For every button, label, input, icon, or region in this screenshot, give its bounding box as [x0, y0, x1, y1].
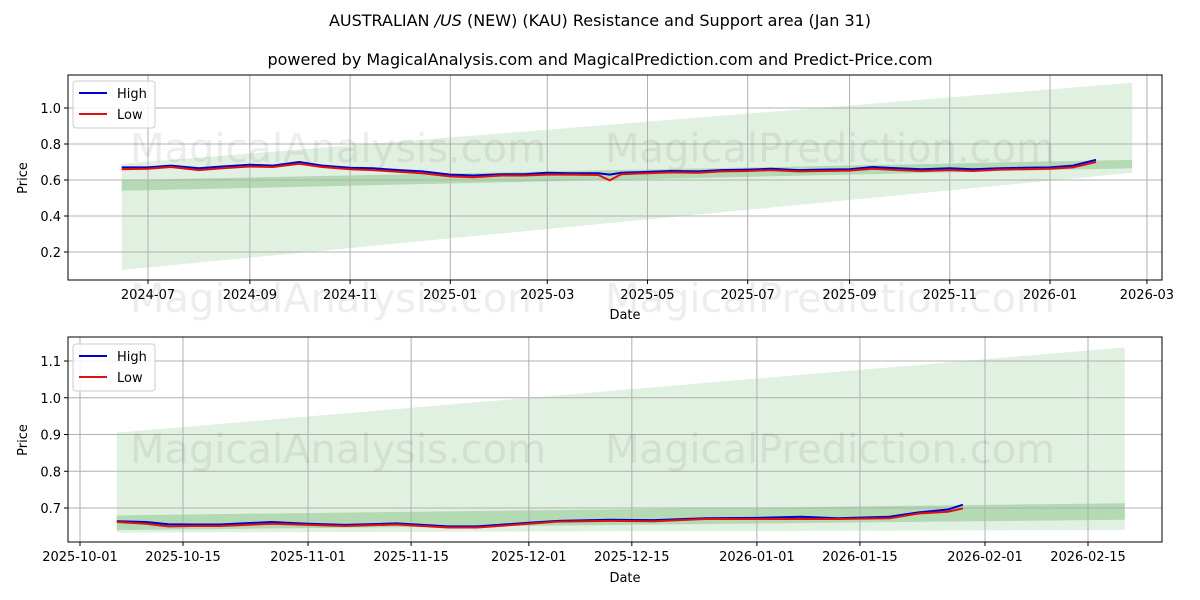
bottom-axes-frame: [67, 336, 1163, 543]
legend-high-label: High: [117, 87, 147, 102]
y-tick-label: 0.8: [40, 465, 61, 480]
title-post: (NEW) (KAU) Resistance and Support area …: [461, 11, 872, 30]
y-tick-label: 1.1: [40, 355, 61, 370]
watermark-mid-right: MagicalPrediction.com: [605, 276, 1055, 322]
low-price-line: [116, 507, 964, 529]
x-tick-label: 2026-01: [1023, 288, 1077, 303]
top-axes-frame: [67, 74, 1163, 281]
y-tick-label: 0.9: [40, 429, 61, 444]
y-tick-label: 1.0: [40, 392, 61, 407]
y-tick-label: 0.7: [40, 502, 61, 517]
top-grid: [68, 75, 1162, 280]
x-tick-label: 2025-07: [721, 288, 775, 303]
x-tick-label: 2025-11-15: [373, 550, 449, 565]
legend-high-label: High: [117, 350, 147, 365]
x-tick-label: 2025-03: [520, 288, 574, 303]
y-tick-label: 0.4: [40, 210, 61, 225]
x-tick-label: 2025-09: [822, 288, 876, 303]
x-tick-label: 2026-03: [1120, 288, 1174, 303]
title-pre: AUSTRALIAN: [328, 11, 435, 30]
watermark-top-right: MagicalPrediction.com: [605, 126, 1055, 172]
top-legend: High Low: [72, 80, 156, 129]
watermark-mid-left: MagicalAnalysis.com: [130, 276, 546, 322]
bottom-x-axis-label: Date: [609, 571, 640, 586]
bottom-y-axis-label: Price: [16, 424, 31, 456]
top-tick-labels: 2024-07 2024-09 2024-11 2025-01 2025-03 2025-…: [40, 102, 1174, 303]
bottom-legend: High Low: [72, 343, 156, 392]
x-tick-label: 2025-05: [620, 288, 674, 303]
x-tick-label: 2024-07: [121, 288, 175, 303]
bottom-price-lines: [116, 503, 964, 529]
watermark-bottom-left: MagicalAnalysis.com: [130, 427, 546, 473]
y-tick-label: 0.6: [40, 174, 61, 189]
top-price-lines: [121, 158, 1097, 182]
watermark-bottom-right: MagicalPrediction.com: [605, 427, 1055, 473]
x-tick-label: 2025-11: [923, 288, 977, 303]
bottom-tick-labels: 2025-10-01 2025-10-15 2025-11-01 2025-11-15…: [40, 355, 1125, 565]
y-tick-label: 0.8: [40, 138, 61, 153]
low-price-line: [121, 161, 1097, 182]
x-tick-label: 2026-01-15: [822, 550, 898, 565]
top-support-resistance-bands: [121, 82, 1133, 270]
bottom-chart: MagicalAnalysis.com MagicalPrediction.co…: [16, 336, 1163, 586]
wide-support-resistance-band: [116, 347, 1125, 533]
top-chart: MagicalAnalysis.com MagicalPrediction.co…: [16, 74, 1174, 323]
y-tick-label: 0.2: [40, 246, 61, 261]
x-tick-label: 2025-11-01: [270, 550, 346, 565]
x-tick-label: 2025-12-01: [491, 550, 567, 565]
legend-low-label: Low: [117, 108, 143, 123]
chart-subtitle: powered by MagicalAnalysis.com and Magic…: [267, 50, 933, 69]
x-tick-label: 2024-09: [223, 288, 277, 303]
x-tick-label: 2026-01-01: [719, 550, 795, 565]
top-x-axis-label: Date: [609, 308, 640, 323]
legend-low-label: Low: [117, 371, 143, 386]
chart-title: AUSTRALIAN /US (NEW) (KAU) Resistance an…: [0, 11, 1200, 30]
x-tick-label: 2024-11: [323, 288, 377, 303]
high-price-line: [121, 158, 1097, 177]
top-y-axis-label: Price: [16, 162, 31, 194]
x-tick-label: 2025-12-15: [594, 550, 670, 565]
y-tick-label: 1.0: [40, 102, 61, 117]
x-tick-label: 2026-02-15: [1050, 550, 1126, 565]
x-tick-label: 2025-10-15: [145, 550, 221, 565]
x-tick-label: 2025-01: [423, 288, 477, 303]
x-tick-label: 2025-10-01: [42, 550, 118, 565]
title-italic: /US: [434, 11, 462, 30]
x-tick-label: 2026-02-01: [947, 550, 1023, 565]
watermark-top-left: MagicalAnalysis.com: [130, 126, 546, 172]
